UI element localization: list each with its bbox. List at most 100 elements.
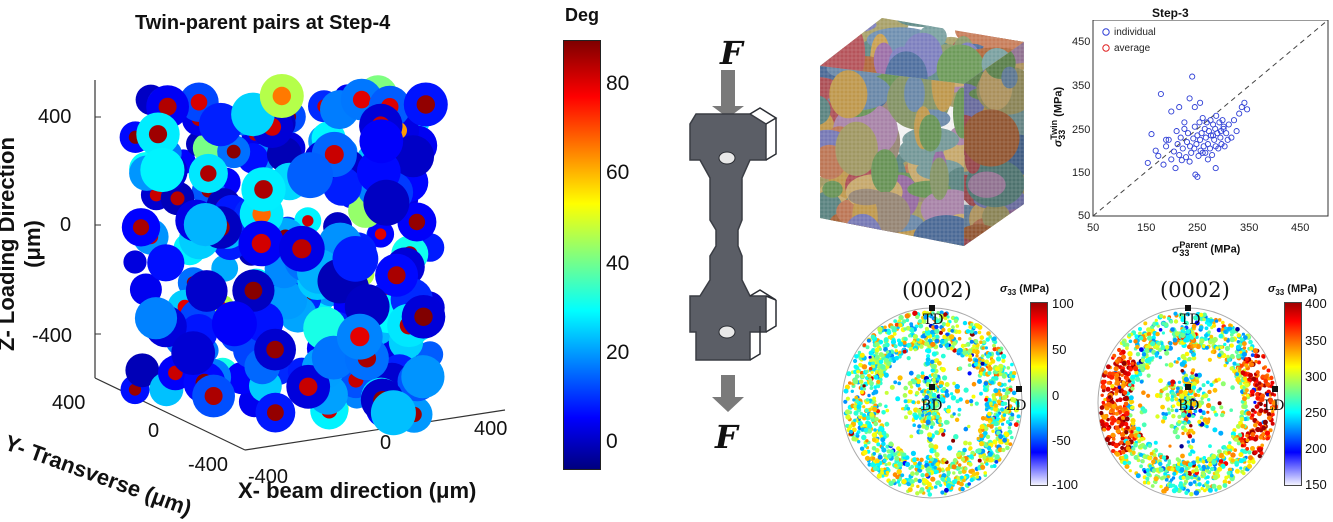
pole-point: [1194, 467, 1199, 473]
pole-point: [1189, 349, 1193, 354]
pole-point: [1257, 381, 1262, 385]
pole-point: [958, 470, 962, 475]
pole-point: [1015, 401, 1020, 406]
pole-point: [1201, 383, 1206, 388]
pole-point: [1008, 442, 1013, 446]
pole-point: [962, 447, 967, 453]
pole-point: [1101, 400, 1106, 405]
x-axis-label: X- beam direction (μm): [238, 478, 477, 503]
scatter-y-tick: 50: [1078, 210, 1091, 222]
pole-point: [957, 347, 963, 354]
pole-point: [1172, 429, 1178, 435]
pole-point: [1199, 338, 1205, 344]
pole-point: [968, 462, 973, 467]
pole-point: [940, 476, 945, 482]
pole-point: [845, 424, 849, 428]
scatter-point: [1152, 147, 1159, 154]
pole-point: [1218, 430, 1224, 436]
pole-point: [1235, 372, 1240, 376]
pole-point: [897, 461, 903, 467]
scatter-point: [1191, 104, 1198, 111]
pole-point: [1193, 409, 1198, 414]
pole-point: [977, 458, 982, 463]
pole-point: [1256, 354, 1261, 358]
pole-point: [859, 446, 865, 451]
pole-point: [1211, 483, 1217, 489]
plot-3d-markers: [119, 74, 448, 436]
pole-point: [843, 399, 848, 404]
scatter-point: [1177, 134, 1184, 141]
pole-point: [979, 391, 983, 396]
pole-point: [1137, 372, 1143, 377]
pole-point: [1270, 421, 1275, 426]
pole-point: [888, 441, 894, 447]
y-tick: 0: [148, 420, 160, 442]
pole-point: [1179, 393, 1185, 399]
pole-point: [947, 405, 951, 410]
pole-point: [1273, 404, 1278, 410]
pole-point: [988, 457, 994, 463]
scatter-point: [1198, 130, 1205, 137]
twin-marker: [148, 125, 168, 144]
pole-point: [1120, 455, 1125, 460]
scatter-point: [1170, 148, 1177, 155]
pole-point: [952, 381, 956, 386]
pole-point: [1229, 353, 1235, 359]
pole-point: [1261, 374, 1265, 378]
pole-point: [1185, 312, 1191, 317]
pole-point: [1113, 442, 1119, 449]
pole-point: [1171, 488, 1177, 494]
pole-point: [984, 397, 988, 402]
pole-point: [858, 415, 862, 419]
scatter-x-tick: 50: [1087, 222, 1100, 234]
pole-point: [1145, 468, 1150, 473]
pole-point: [1101, 384, 1107, 390]
pole-point: [951, 438, 956, 443]
colorbar: [563, 40, 601, 470]
arrow-up-icon: [712, 70, 744, 118]
pole-point: [1140, 459, 1145, 464]
pole-point: [1230, 385, 1235, 390]
pole-point: [917, 462, 922, 466]
pole-point: [1263, 374, 1269, 380]
pole-point: [872, 451, 876, 456]
pole-point: [1184, 467, 1189, 471]
pole-point: [913, 461, 917, 466]
pole-point: [1201, 464, 1206, 470]
pole-point: [865, 439, 869, 443]
pole-point: [907, 410, 913, 416]
pole-point: [1192, 480, 1197, 484]
pole-point: [992, 395, 996, 400]
pole-point: [1235, 353, 1241, 359]
plot-3d-title: Twin-parent pairs at Step-4: [135, 12, 391, 34]
scatter-point: [1195, 152, 1202, 159]
pole-point: [939, 394, 943, 399]
pole-point: [1179, 467, 1185, 473]
pole-point: [1177, 357, 1181, 361]
pole-point: [926, 488, 931, 493]
pole-point: [1191, 355, 1197, 361]
scatter-point: [1220, 125, 1227, 132]
pole-point: [857, 421, 863, 426]
pole-point: [989, 424, 994, 429]
pole-point: [1206, 380, 1210, 385]
pole-point: [1000, 407, 1005, 412]
pole-point: [953, 318, 959, 324]
pole-point: [1153, 476, 1159, 482]
pole-point: [1124, 416, 1130, 422]
pole-point: [1119, 351, 1123, 356]
pf2-cb-tick: 350: [1305, 333, 1327, 348]
pole-point: [1159, 484, 1163, 489]
pole-point: [956, 465, 962, 471]
pole-point: [883, 458, 887, 463]
scatter-point: [1157, 90, 1164, 98]
pole-point: [1175, 465, 1181, 471]
pole-point: [1146, 393, 1151, 398]
pole-point: [969, 399, 974, 404]
scatter-point: [1173, 128, 1180, 135]
pole-point: [940, 397, 946, 402]
pole-point: [1099, 410, 1104, 416]
pole-point: [918, 323, 924, 329]
pole-point: [1209, 334, 1214, 339]
pole-point: [1249, 436, 1255, 441]
